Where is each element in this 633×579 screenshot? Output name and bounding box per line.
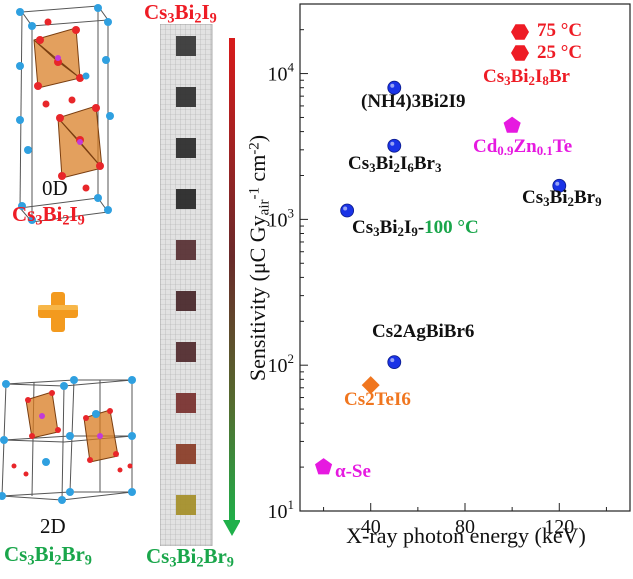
x-tick-label: 120 — [544, 516, 574, 538]
crystal-2d-icon — [0, 376, 136, 504]
crystal-0d-icon — [16, 4, 114, 224]
point-label-cs3bi2br9: Cs3Bi2Br9 — [522, 187, 602, 210]
plot-frame — [299, 3, 631, 512]
point-label-cs3bi2i6br3: Cs3Bi2I6Br3 — [348, 153, 442, 176]
marker-highlight — [390, 83, 395, 88]
marker-highlight — [555, 181, 560, 186]
formula-0d: Cs3Bi2I9 — [12, 202, 85, 229]
marker-highlight — [390, 358, 395, 363]
formula-2d: Cs3Bi2Br9 — [4, 542, 92, 569]
label-0d: 0D — [42, 176, 68, 200]
marker-highlight — [390, 141, 395, 146]
data-point-ase — [315, 458, 333, 475]
marker-highlight — [343, 206, 348, 211]
y-axis-label: Sensitivity (μC Gyair-1 cm-2) — [245, 134, 273, 382]
legend-entry-25c: 25 °C — [537, 42, 583, 63]
point-label-cs3bi2i9: Cs3Bi2I9-100 °C — [352, 217, 479, 240]
sample-square — [176, 342, 196, 362]
sample-square — [176, 240, 196, 260]
data-point-cs3bi2i9 — [340, 203, 355, 218]
y-tick-label: 104 — [268, 60, 295, 86]
strip-bottom-formula: Cs3Bi2Br9 — [146, 544, 234, 571]
strip-top-formula: Cs3Bi2I9 — [144, 0, 217, 27]
data-point-cs2agbibr6 — [387, 355, 402, 370]
sample-square — [176, 291, 196, 311]
x-tick-label: 80 — [455, 516, 475, 538]
point-label-cs2agbibr6: Cs2AgBiBr6 — [372, 321, 475, 342]
sample-square — [176, 87, 196, 107]
legend-title: Cs3Bi2I8Br — [483, 66, 570, 89]
sample-square — [176, 495, 196, 515]
legend-marker-0 — [511, 24, 529, 40]
data-point-cs3bi2i6br3 — [387, 138, 402, 153]
structures-panel — [0, 4, 136, 504]
data-point-cs2tei6 — [361, 376, 380, 395]
sample-square — [176, 189, 196, 209]
sample-square — [176, 393, 196, 413]
point-label-ase: α-Se — [335, 461, 371, 482]
legend-entry-75c: 75 °C — [537, 20, 583, 41]
sample-square — [176, 36, 196, 56]
point-label-cs2tei6: Cs2TeI6 — [344, 389, 411, 410]
x-axis-label: X-ray photon energy (keV) — [346, 523, 586, 548]
sample-square — [176, 138, 196, 158]
point-label-czt: Cd0.9Zn0.1Te — [473, 136, 573, 159]
legend-marker-1 — [511, 45, 529, 61]
point-label-nh4: (NH4)3Bi2I9 — [361, 91, 466, 112]
y-tick-label: 101 — [268, 497, 295, 523]
plus-icon — [38, 292, 78, 332]
sample-square — [176, 444, 196, 464]
data-point-czt — [503, 116, 521, 133]
label-2d: 2D — [40, 514, 66, 538]
sample-strip — [160, 24, 240, 546]
y-tick-label: 102 — [268, 351, 295, 377]
y-tick-label: 103 — [268, 205, 295, 231]
x-tick-label: 40 — [361, 516, 381, 538]
